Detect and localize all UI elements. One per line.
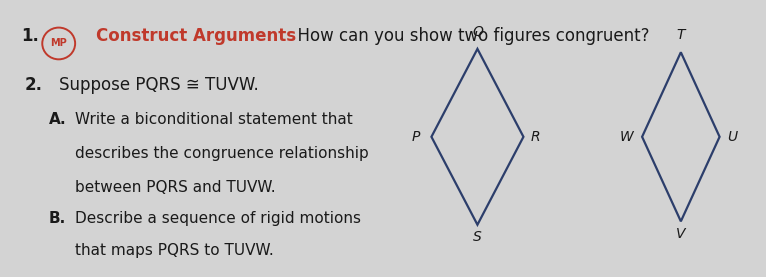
Text: T: T [676,28,685,42]
Text: Construct Arguments: Construct Arguments [97,27,296,45]
Text: Write a biconditional statement that: Write a biconditional statement that [75,112,353,127]
Text: List the corresponding congruent parts.: List the corresponding congruent parts. [75,276,378,277]
Text: Q: Q [472,24,483,39]
Text: A.: A. [49,112,67,127]
Text: V: V [676,227,686,240]
Text: that maps PQRS to TUVW.: that maps PQRS to TUVW. [75,243,274,258]
Text: C.: C. [44,276,61,277]
Text: W: W [620,130,633,144]
Text: describes the congruence relationship: describes the congruence relationship [75,146,369,161]
Text: B.: B. [49,211,66,226]
Text: U: U [727,130,737,144]
Text: How can you show two figures congruent?: How can you show two figures congruent? [287,27,650,45]
Text: MP: MP [51,39,67,48]
Text: S: S [473,230,482,244]
Text: 2.: 2. [25,76,42,94]
Text: between PQRS and TUVW.: between PQRS and TUVW. [75,180,276,195]
Text: Describe a sequence of rigid motions: Describe a sequence of rigid motions [75,211,362,226]
Text: P: P [412,130,421,144]
Text: Suppose PQRS ≅ TUVW.: Suppose PQRS ≅ TUVW. [59,76,258,94]
Text: R: R [531,130,541,144]
Text: 1.: 1. [21,27,39,45]
